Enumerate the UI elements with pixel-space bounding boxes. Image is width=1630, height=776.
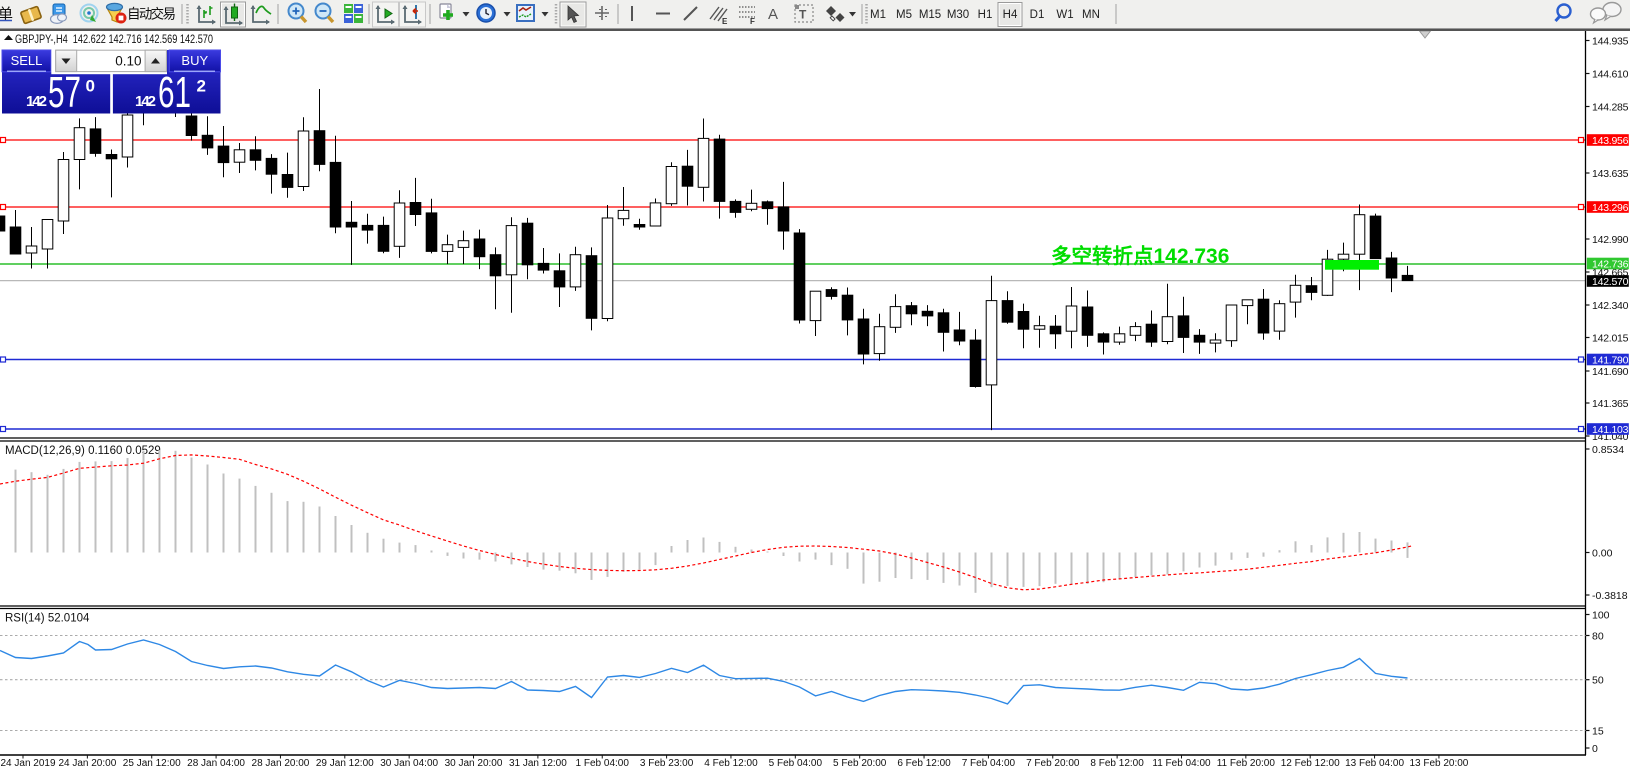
svg-text:GBPJPY-,H4 142.622 142.716 14: GBPJPY-,H4 142.622 142.716 142.569 142.5… (15, 34, 213, 46)
svg-text:29 Jan 12:00: 29 Jan 12:00 (316, 758, 374, 769)
svg-text:0.00: 0.00 (1592, 548, 1613, 560)
svg-text:144.285: 144.285 (1592, 102, 1629, 114)
svg-text:5 Feb 20:00: 5 Feb 20:00 (833, 758, 887, 769)
svg-text:142.015: 142.015 (1592, 333, 1629, 345)
svg-text:8 Feb 12:00: 8 Feb 12:00 (1090, 758, 1144, 769)
svg-text:142.990: 142.990 (1592, 234, 1629, 246)
svg-text:25 Jan 12:00: 25 Jan 12:00 (123, 758, 181, 769)
svg-text:E: E (722, 17, 728, 26)
svg-text:H1: H1 (978, 9, 993, 21)
svg-text:100: 100 (1592, 610, 1610, 622)
svg-text:RSI(14) 52.0104: RSI(14) 52.0104 (5, 613, 90, 625)
svg-text:BUY: BUY (181, 53, 208, 68)
svg-text:0.8534: 0.8534 (1592, 444, 1624, 456)
svg-text:57: 57 (48, 68, 81, 117)
svg-text:141.690: 141.690 (1592, 366, 1629, 378)
svg-text:5 Feb 04:00: 5 Feb 04:00 (769, 758, 823, 769)
svg-text:143.296: 143.296 (1592, 202, 1629, 214)
svg-text:MN: MN (1082, 9, 1100, 21)
svg-text:多空转折点142.736: 多空转折点142.736 (1051, 244, 1229, 268)
svg-text:143.956: 143.956 (1592, 135, 1629, 147)
svg-text:13 Feb 04:00: 13 Feb 04:00 (1345, 758, 1404, 769)
svg-text:4 Feb 12:00: 4 Feb 12:00 (704, 758, 758, 769)
svg-text:自动交易: 自动交易 (127, 6, 176, 22)
svg-text:W1: W1 (1056, 9, 1073, 21)
svg-text:6 Feb 12:00: 6 Feb 12:00 (897, 758, 951, 769)
svg-text:H4: H4 (1003, 9, 1018, 21)
svg-text:30 Jan 20:00: 30 Jan 20:00 (445, 758, 503, 769)
svg-text:144.935: 144.935 (1592, 36, 1629, 48)
svg-text:M5: M5 (896, 9, 912, 21)
svg-text:50: 50 (1592, 675, 1604, 687)
svg-text:SELL: SELL (11, 53, 43, 68)
svg-text:143.635: 143.635 (1592, 168, 1629, 180)
svg-text:M1: M1 (870, 9, 886, 21)
svg-text:12 Feb 12:00: 12 Feb 12:00 (1281, 758, 1340, 769)
svg-text:144.610: 144.610 (1592, 69, 1629, 81)
svg-text:28 Jan 20:00: 28 Jan 20:00 (252, 758, 310, 769)
svg-text:7 Feb 04:00: 7 Feb 04:00 (962, 758, 1016, 769)
svg-text:31 Jan 12:00: 31 Jan 12:00 (509, 758, 567, 769)
svg-text:D1: D1 (1030, 9, 1045, 21)
svg-text:142: 142 (135, 93, 156, 110)
svg-text:142: 142 (26, 93, 47, 110)
svg-text:142.340: 142.340 (1592, 300, 1629, 312)
svg-text:A: A (768, 6, 778, 23)
svg-text:F: F (750, 17, 755, 26)
svg-text:28 Jan 04:00: 28 Jan 04:00 (187, 758, 245, 769)
svg-text:M15: M15 (919, 9, 941, 21)
svg-text:30 Jan 04:00: 30 Jan 04:00 (380, 758, 438, 769)
svg-text:13 Feb 20:00: 13 Feb 20:00 (1409, 758, 1468, 769)
svg-text:11 Feb 20:00: 11 Feb 20:00 (1217, 758, 1276, 769)
svg-text:0: 0 (86, 77, 95, 96)
svg-text:142.570: 142.570 (1592, 276, 1629, 288)
svg-text:0: 0 (1592, 743, 1598, 755)
svg-text:1 Feb 04:00: 1 Feb 04:00 (576, 758, 630, 769)
svg-text:141.790: 141.790 (1592, 355, 1629, 367)
svg-text:2: 2 (197, 77, 206, 96)
svg-text:80: 80 (1592, 631, 1604, 643)
svg-text:7 Feb 20:00: 7 Feb 20:00 (1026, 758, 1080, 769)
svg-text:141.365: 141.365 (1592, 398, 1629, 410)
svg-text:单: 单 (0, 6, 13, 23)
svg-text:142.736: 142.736 (1592, 259, 1629, 271)
svg-text:24 Jan 2019: 24 Jan 2019 (1, 758, 56, 769)
svg-text:61: 61 (158, 68, 191, 117)
svg-text:141.103: 141.103 (1592, 424, 1629, 436)
svg-text:0.10: 0.10 (115, 54, 141, 69)
svg-text:-0.3818: -0.3818 (1592, 590, 1628, 602)
svg-text:24 Jan 20:00: 24 Jan 20:00 (58, 758, 116, 769)
svg-text:15: 15 (1592, 726, 1604, 738)
svg-text:T: T (799, 8, 807, 22)
svg-text:MACD(12,26,9) 0.1160 0.0529: MACD(12,26,9) 0.1160 0.0529 (5, 445, 161, 457)
svg-text:3 Feb 23:00: 3 Feb 23:00 (640, 758, 694, 769)
svg-text:11 Feb 04:00: 11 Feb 04:00 (1152, 758, 1211, 769)
svg-text:M30: M30 (947, 9, 969, 21)
